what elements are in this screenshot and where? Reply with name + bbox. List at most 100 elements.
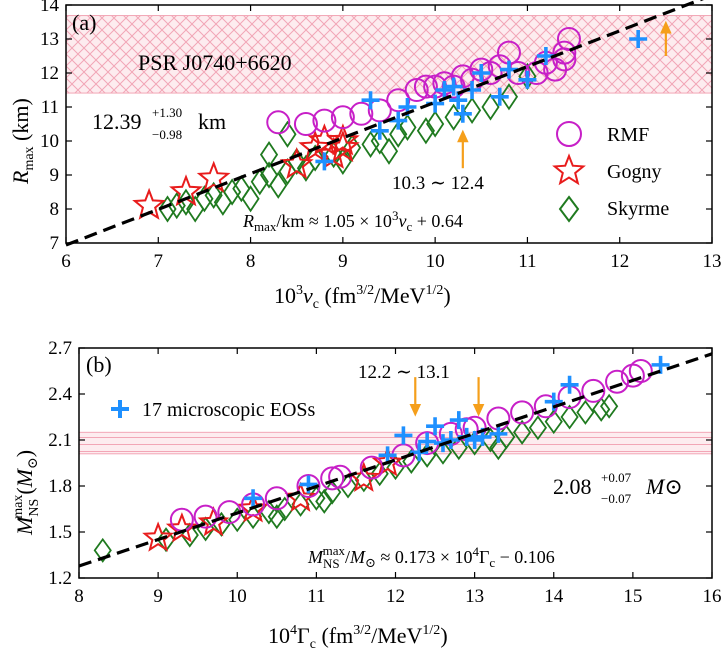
b-y-tick-label: 1.2: [48, 568, 72, 589]
panel-a-band-value-unit: km: [198, 109, 226, 134]
a-diamond-point: [250, 168, 269, 196]
a-plus-point: [499, 60, 518, 79]
svg-text:Rmax (km): Rmax (km): [8, 98, 37, 185]
b-circle-point: [510, 400, 535, 425]
legend-rmf-circle-icon: [556, 121, 582, 147]
a-diamond-point: [259, 161, 279, 189]
a-y-tick-label: 7: [50, 233, 60, 254]
b-circle-point: [605, 369, 630, 394]
b-plus-point: [651, 355, 670, 374]
a-circle-point: [552, 40, 577, 65]
panel-a-y-label: Rmax (km): [8, 98, 37, 185]
a-arrow-icon: [660, 20, 672, 56]
panel-a-x-label: 103νc (fm3/2/MeV1/2): [274, 283, 451, 312]
b-x-tick-label: 8: [74, 586, 84, 607]
panel-a-x-ticks: 6 7 8 9 10 11 12 13: [61, 5, 722, 272]
b-diamond-point: [315, 488, 334, 514]
a-circle-point: [330, 105, 355, 130]
panel-b-fit-label: MNSmax/M⊙ ≈ 0.173 × 104Γc − 0.106: [307, 543, 555, 571]
b-circle-point: [169, 507, 194, 532]
panel-b-band-value-unit: M⊙: [645, 474, 683, 499]
panel-b-x-ticks: 8 9 10 11 12 13 14 15 16: [74, 348, 722, 607]
b-x-tick-label: 16: [703, 586, 722, 607]
a-plus-point: [389, 111, 408, 130]
b-plus-point: [560, 375, 579, 394]
panel-a-band-value-sup: +1.30: [152, 105, 182, 120]
b-diamond-point: [576, 399, 595, 425]
a-star-point: [196, 160, 231, 193]
panel-b-band-value-sup: +0.07: [601, 470, 632, 485]
a-diamond-point: [223, 178, 242, 206]
panel-b-x-label: 104Γc (fm3/2/MeV1/2): [268, 623, 448, 652]
b-plus-point: [394, 426, 413, 445]
svg-text:Rmax/km ≈ 1.05 × 103νc + 0.64: Rmax/km ≈ 1.05 × 103νc + 0.64: [242, 208, 463, 234]
a-circle-point: [312, 108, 337, 133]
a-y-tick-label: 12: [40, 63, 59, 84]
b-x-tick-label: 13: [465, 586, 484, 607]
b-diamond-point: [528, 415, 548, 441]
a-y-tick-label: 9: [50, 165, 60, 186]
legend-gogny-label: Gogny: [607, 161, 661, 183]
a-diamond-point: [370, 127, 389, 155]
b-circle-point: [296, 474, 321, 498]
panel-a-band: [65, 15, 713, 94]
panel-a-label: (a): [72, 10, 96, 35]
b-y-tick-label: 2.4: [48, 384, 72, 405]
b-plus-point: [489, 424, 508, 443]
a-diamond-point: [361, 130, 380, 159]
a-diamond-point: [379, 137, 399, 165]
b-arrow-icon: [472, 377, 485, 417]
a-y-tick-label: 13: [40, 29, 59, 50]
panel-a-y-ticks: 7 8 9 10 11 12 13 14: [40, 0, 712, 254]
b-x-tick-label: 15: [623, 586, 642, 607]
a-y-tick-label: 14: [40, 0, 60, 16]
b-circle-point: [264, 486, 289, 511]
svg-text:104Γc (fm3/2/MeV1/2): 104Γc (fm3/2/MeV1/2): [268, 623, 448, 652]
b-diamond-point: [512, 419, 532, 445]
b-circle-point: [359, 455, 384, 480]
a-circle-point: [266, 110, 291, 135]
a-diamond-point: [278, 120, 297, 148]
a-diamond-point: [426, 110, 445, 138]
a-plus-point: [472, 64, 491, 82]
panel-b-annotation: 12.2 ∼ 13.1: [358, 362, 450, 383]
panel-a-band-value-number: 12.39: [92, 109, 142, 134]
a-star-point: [325, 123, 360, 156]
panel-b-legend: 17 microscopic EOSs: [111, 399, 316, 421]
a-plus-point: [490, 87, 509, 106]
a-diamond-point: [398, 113, 417, 142]
panel-a-frame: [65, 4, 713, 244]
a-plus-point: [435, 81, 454, 99]
b-plus-point: [410, 443, 429, 462]
b-circle-point: [193, 504, 218, 529]
panel-b-band-value-sub: −0.07: [601, 491, 632, 506]
panel-b-y-label: MNSmax(M⊙): [11, 450, 42, 536]
panel-a-band-label: PSR J0740+6620: [138, 50, 292, 75]
b-x-tick-label: 10: [228, 586, 247, 607]
a-plus-point: [315, 152, 334, 171]
svg-text:MNSmax(M⊙): MNSmax(M⊙): [11, 450, 42, 536]
panel-a-fit-line: [65, 0, 704, 247]
a-x-tick-label: 8: [246, 251, 256, 272]
a-circle-point: [367, 98, 392, 123]
b-star-point: [142, 521, 175, 552]
a-diamond-point: [241, 185, 260, 213]
a-plus-point: [453, 104, 472, 123]
panel-a-fit-label: Rmax/km ≈ 1.05 × 103νc + 0.64: [242, 208, 463, 234]
b-x-tick-label: 14: [544, 586, 564, 607]
a-y-tick-label: 11: [41, 97, 59, 118]
a-circle-point: [293, 112, 318, 136]
panel-b-label: (b): [86, 352, 112, 377]
b-y-tick-label: 1.8: [48, 476, 72, 497]
panel-a-annotation: 10.3 ∼ 12.4: [392, 173, 484, 194]
b-arrow-icon: [409, 377, 422, 417]
b-x-tick-label: 12: [386, 586, 405, 607]
b-plus-point: [418, 432, 437, 451]
a-diamond-point: [232, 174, 251, 203]
svg-text:MNSmax/M⊙ ≈ 0.173 × 104Γc − 0.: MNSmax/M⊙ ≈ 0.173 × 104Γc − 0.106: [307, 543, 555, 571]
a-x-tick-label: 7: [154, 251, 164, 272]
b-x-tick-label: 11: [307, 586, 325, 607]
panel-a-band-value-sub: −0.98: [152, 127, 182, 142]
